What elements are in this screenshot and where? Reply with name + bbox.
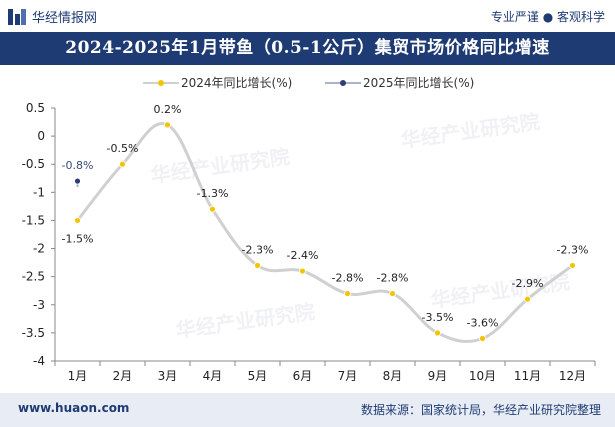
data-label: -2.4% <box>287 249 319 262</box>
data-point <box>254 262 261 269</box>
x-tick-label: 8月 <box>383 369 403 383</box>
y-tick-label: 0 <box>37 129 45 143</box>
x-tick-label: 9月 <box>428 369 448 383</box>
data-label: -3.6% <box>467 317 499 330</box>
data-point <box>524 295 531 303</box>
data-point <box>299 267 306 275</box>
data-label: -2.8% <box>332 272 364 285</box>
legend-item-2024: 2024年同比增长(%) <box>143 74 292 91</box>
x-tick-label: 11月 <box>514 369 541 383</box>
x-tick-label: 10月 <box>469 369 496 383</box>
data-point <box>164 121 171 129</box>
tagline: 专业严谨 ● 客观科学 <box>490 10 605 24</box>
data-point <box>209 205 216 213</box>
y-tick-label: -2 <box>33 242 45 256</box>
legend-item-2025: 2025年同比增长(%) <box>325 74 474 91</box>
data-label: -1.3% <box>197 187 229 200</box>
data-point <box>74 217 81 224</box>
x-tick-label: 7月 <box>338 369 358 383</box>
data-point <box>344 290 351 297</box>
brand-logo-icon <box>8 8 26 25</box>
data-label: -2.3% <box>242 243 274 256</box>
legend: 2024年同比增长(%) 2025年同比增长(%) <box>0 70 615 96</box>
y-tick-label: -3 <box>33 298 45 312</box>
x-tick-label: 3月 <box>158 369 178 383</box>
data-label: -2.9% <box>512 277 544 290</box>
data-point <box>479 335 486 342</box>
footer-url[interactable]: www.huaon.com <box>18 401 130 415</box>
series-lines <box>76 122 574 344</box>
series-points <box>74 121 576 342</box>
data-point <box>389 290 396 297</box>
top-bar: 华经情报网 专业严谨 ● 客观科学 <box>0 0 615 32</box>
y-tick-label: 0.5 <box>26 101 45 115</box>
footer: www.huaon.com 数据来源：国家统计局，华经产业研究院整理 <box>0 393 615 427</box>
line-chart: 0.5 0 -0.5 -1 -1.5 -2 -2.5 -3 -3.5 -4 1月 2月 3月 4月 5月 6月… <box>22 101 596 383</box>
data-label: -2.3% <box>557 243 589 256</box>
y-tick-label: -0.5 <box>22 157 45 171</box>
data-label: -0.8% <box>62 159 94 172</box>
legend-label-2024: 2024年同比增长(%) <box>181 76 293 90</box>
y-tick-label: -1.5 <box>22 213 45 227</box>
series-line-0 <box>76 122 574 344</box>
data-label: -1.5% <box>62 232 94 245</box>
x-tick-label: 6月 <box>293 369 313 383</box>
legend-label-2025: 2025年同比增长(%) <box>363 76 475 90</box>
y-tick-label: -2.5 <box>22 270 45 284</box>
data-point <box>119 160 126 168</box>
x-tick-label: 4月 <box>203 369 223 383</box>
data-point <box>74 177 81 185</box>
chart-title: 2024-2025年1月带鱼（0.5-1公斤）集贸市场价格同比增速 <box>0 32 615 65</box>
data-point <box>569 262 576 269</box>
legend-swatch-2025 <box>325 77 361 89</box>
legend-swatch-2024 <box>143 77 179 89</box>
y-tick-label: -1 <box>33 185 45 199</box>
data-labels: -1.5% -0.5% 0.2% -1.3% -2.3% -2.4% -2.8% -2.8% -… <box>62 103 589 330</box>
brand-name: 华经情报网 <box>32 11 98 26</box>
data-label: -2.8% <box>377 272 409 285</box>
y-tick-label: -4 <box>33 354 45 368</box>
x-tick-label: 1月 <box>68 369 88 383</box>
data-label: -3.5% <box>422 311 454 324</box>
axes: 0.5 0 -0.5 -1 -1.5 -2 -2.5 -3 -3.5 -4 1月 2月 3月 4月 5月 6月… <box>22 101 596 383</box>
data-label: -0.5% <box>107 142 139 155</box>
footer-source: 数据来源：国家统计局，华经产业研究院整理 <box>360 403 601 417</box>
x-tick-label: 12月 <box>559 369 586 383</box>
brand: 华经情报网 <box>8 7 97 26</box>
x-tick-label: 2月 <box>113 369 133 383</box>
y-tick-label: -3.5 <box>22 326 45 340</box>
data-point <box>434 329 441 337</box>
data-label: 0.2% <box>154 103 182 116</box>
x-tick-label: 5月 <box>248 369 268 383</box>
